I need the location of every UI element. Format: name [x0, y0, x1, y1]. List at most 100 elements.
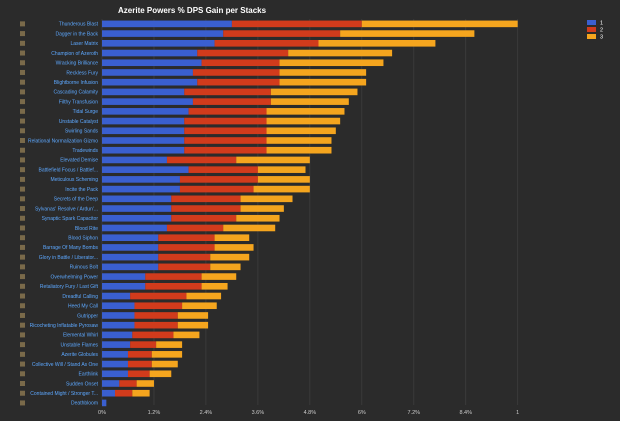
bar-1 — [102, 360, 128, 368]
spell-icon — [20, 274, 25, 280]
spell-icon — [20, 89, 25, 95]
bar-2 — [145, 273, 202, 280]
bar-1 — [102, 253, 159, 261]
legend-label-3: 3 — [600, 35, 603, 41]
bar-1 — [102, 166, 189, 173]
bar-2 — [158, 244, 215, 251]
bar-2 — [192, 98, 271, 105]
bar-1 — [102, 244, 159, 251]
spell-icon — [20, 303, 25, 309]
bar-3 — [201, 273, 237, 280]
spell-icon — [20, 21, 25, 27]
spell-icon — [20, 390, 25, 396]
bar-1 — [102, 341, 131, 348]
spell-icon — [20, 400, 25, 406]
category-label: Glory in Battle / Liberator... — [39, 255, 98, 261]
bar-2 — [197, 49, 289, 57]
bar-2 — [130, 341, 157, 348]
bar-1 — [102, 176, 180, 183]
bar-2 — [179, 176, 258, 183]
category-label: Filthy Transfusion — [59, 99, 98, 105]
spell-icon — [20, 196, 25, 202]
bar-1 — [102, 302, 135, 310]
bar-3 — [236, 156, 310, 164]
bar-1 — [102, 59, 202, 67]
spell-icon — [20, 332, 25, 338]
bar-2 — [166, 224, 224, 232]
spell-icon — [20, 215, 25, 221]
bar-3 — [151, 360, 178, 368]
bar-3 — [279, 69, 367, 76]
spell-icon — [20, 69, 25, 75]
spell-icon — [20, 361, 25, 367]
bar-1 — [102, 185, 180, 193]
bar-3 — [279, 78, 367, 86]
spell-icon — [20, 351, 25, 357]
bar-3 — [266, 108, 345, 115]
bar-2 — [132, 331, 174, 339]
bar-3 — [156, 341, 183, 348]
category-label: Ricocheting Inflatable Pyrosaw — [30, 323, 99, 329]
legend-label-1: 1 — [600, 21, 603, 27]
bar-3 — [177, 321, 209, 329]
spell-icon — [20, 118, 25, 124]
bar-1 — [102, 69, 193, 76]
spell-icon — [20, 31, 25, 37]
bar-1 — [102, 273, 146, 280]
category-label: Blood Siphon — [68, 236, 98, 242]
category-label: Blood Rite — [75, 226, 98, 232]
bar-1 — [102, 331, 133, 339]
bar-3 — [173, 331, 200, 339]
bar-1 — [102, 98, 193, 105]
spell-icon — [20, 371, 25, 377]
bar-1 — [102, 117, 185, 125]
legend-swatch-3 — [587, 34, 596, 39]
spell-icon — [20, 50, 25, 56]
bar-1 — [102, 351, 128, 358]
spell-icon — [20, 322, 25, 328]
x-tick-label: 6% — [358, 410, 366, 416]
bar-3 — [266, 137, 332, 144]
bar-1 — [102, 370, 128, 378]
bar-3 — [257, 166, 306, 173]
category-label: Collective Will / Stand As One — [32, 362, 98, 368]
bar-1 — [102, 156, 167, 164]
bar-2 — [188, 166, 258, 173]
bar-2 — [179, 185, 254, 193]
bar-2 — [166, 156, 237, 164]
bar-2 — [171, 205, 241, 212]
spell-icon — [20, 79, 25, 85]
bar-3 — [266, 117, 341, 125]
category-label: Retaliatory Fury / Last Gift — [40, 284, 99, 290]
category-label: Reckless Fury — [66, 70, 98, 76]
bar-1 — [102, 146, 185, 154]
spell-icon — [20, 206, 25, 212]
category-label: Sylvanas' Resolve / Ardun'... — [35, 206, 98, 212]
bar-2 — [192, 69, 280, 76]
category-label: Meticulous Scheming — [50, 177, 98, 183]
bar-3 — [361, 20, 518, 28]
spell-icon — [20, 225, 25, 231]
category-label: Elemental Whirl — [63, 333, 98, 339]
bar-3 — [149, 370, 172, 378]
bar-1 — [102, 40, 215, 47]
bar-1 — [102, 263, 159, 271]
bar-3 — [177, 312, 209, 319]
bar-1 — [102, 30, 224, 37]
bar-2 — [184, 146, 267, 154]
bar-1 — [102, 292, 131, 300]
bar-2 — [231, 20, 362, 28]
category-label: Tradewinds — [72, 148, 98, 154]
bar-1 — [102, 380, 120, 387]
spell-icon — [20, 235, 25, 241]
bar-2 — [184, 127, 267, 135]
bar-1 — [102, 195, 172, 203]
category-label: Barrage Of Many Bombs — [43, 245, 99, 251]
x-tick-label: 4.8% — [304, 410, 317, 416]
category-label: Deathbloom — [71, 401, 98, 407]
bar-2 — [197, 78, 280, 86]
x-tick-label: 1.2% — [148, 410, 161, 416]
category-label: Incite the Pack — [65, 187, 98, 193]
bar-2 — [184, 88, 271, 96]
